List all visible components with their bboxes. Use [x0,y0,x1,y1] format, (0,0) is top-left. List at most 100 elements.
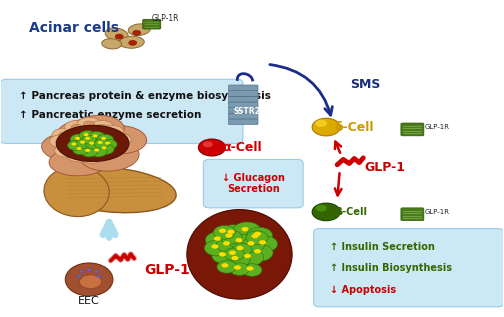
Circle shape [246,231,268,245]
Circle shape [88,132,106,143]
Circle shape [213,225,235,239]
Ellipse shape [49,147,109,176]
Circle shape [205,240,229,256]
Circle shape [224,248,244,261]
FancyBboxPatch shape [228,107,258,113]
Circle shape [95,270,99,273]
Ellipse shape [85,131,109,144]
Circle shape [89,141,94,145]
Ellipse shape [72,133,96,146]
Circle shape [233,222,261,240]
Circle shape [316,205,327,212]
Text: α-Cell: α-Cell [222,141,262,154]
Ellipse shape [74,115,124,142]
Circle shape [89,146,107,157]
Circle shape [68,140,84,150]
Text: ↑ Pancreas protein & enzyme biosynthesis: ↑ Pancreas protein & enzyme biosynthesis [19,91,271,101]
Circle shape [70,134,88,145]
Ellipse shape [42,133,96,162]
Circle shape [206,231,233,249]
Ellipse shape [100,125,123,139]
Ellipse shape [74,152,85,158]
Circle shape [232,243,252,256]
Circle shape [76,139,92,148]
Ellipse shape [49,135,74,148]
Circle shape [219,229,226,233]
Ellipse shape [61,148,72,153]
Circle shape [224,251,250,268]
Circle shape [101,137,106,140]
Text: β-Cell: β-Cell [335,207,367,217]
Ellipse shape [92,126,147,154]
FancyBboxPatch shape [401,123,424,136]
Ellipse shape [99,151,110,157]
Circle shape [94,148,99,152]
Circle shape [242,264,262,276]
Text: ↓ Apoptosis: ↓ Apoptosis [330,284,396,294]
Ellipse shape [105,28,128,41]
Ellipse shape [86,154,97,160]
Circle shape [216,237,240,252]
Circle shape [115,34,123,39]
Circle shape [235,238,242,243]
Ellipse shape [44,166,109,217]
FancyBboxPatch shape [228,113,258,119]
Circle shape [220,230,242,244]
Text: ↑ Pancreatic enzyme secretion: ↑ Pancreatic enzyme secretion [19,110,201,120]
Circle shape [229,263,249,275]
Ellipse shape [119,36,144,48]
Ellipse shape [102,39,121,49]
Circle shape [77,275,81,278]
Text: EEC: EEC [78,296,100,307]
Circle shape [246,227,273,244]
FancyBboxPatch shape [228,91,258,96]
Ellipse shape [62,135,86,148]
Ellipse shape [84,121,95,127]
Circle shape [246,266,254,271]
Circle shape [102,146,107,149]
Ellipse shape [187,210,292,299]
Circle shape [211,244,218,249]
Text: GLP-1: GLP-1 [365,161,406,174]
Text: ↓ Glucagon
Secretion: ↓ Glucagon Secretion [222,173,285,194]
Text: GLP-1R: GLP-1R [425,124,450,130]
Circle shape [203,141,213,147]
Circle shape [77,147,82,150]
Circle shape [85,149,90,152]
Circle shape [80,275,102,288]
Circle shape [80,270,84,273]
Circle shape [259,240,266,245]
FancyBboxPatch shape [228,96,258,102]
Circle shape [229,250,236,255]
Text: GLP-1R: GLP-1R [152,14,179,23]
Ellipse shape [54,144,79,157]
Circle shape [75,137,80,140]
FancyBboxPatch shape [143,19,161,29]
Text: SSTR2: SSTR2 [233,107,261,116]
Circle shape [315,120,327,127]
Circle shape [79,131,96,141]
Ellipse shape [102,141,126,154]
Circle shape [223,241,230,246]
FancyBboxPatch shape [401,208,424,221]
Circle shape [312,203,340,221]
Circle shape [199,139,225,156]
Ellipse shape [96,124,107,130]
Text: Acinar cells: Acinar cells [29,21,119,35]
Text: ↑ Insulin Biosynthesis: ↑ Insulin Biosynthesis [330,263,452,273]
Ellipse shape [56,139,67,144]
Ellipse shape [52,128,76,141]
Circle shape [254,232,261,236]
Circle shape [247,241,255,246]
Ellipse shape [69,139,80,144]
Ellipse shape [65,120,89,134]
Circle shape [254,249,261,253]
FancyBboxPatch shape [313,229,503,307]
Ellipse shape [79,137,90,142]
Text: δ-Cell: δ-Cell [335,120,374,133]
Text: SMS: SMS [350,78,380,91]
Ellipse shape [64,133,109,158]
Circle shape [229,234,253,249]
Circle shape [84,133,89,136]
Circle shape [80,140,85,144]
